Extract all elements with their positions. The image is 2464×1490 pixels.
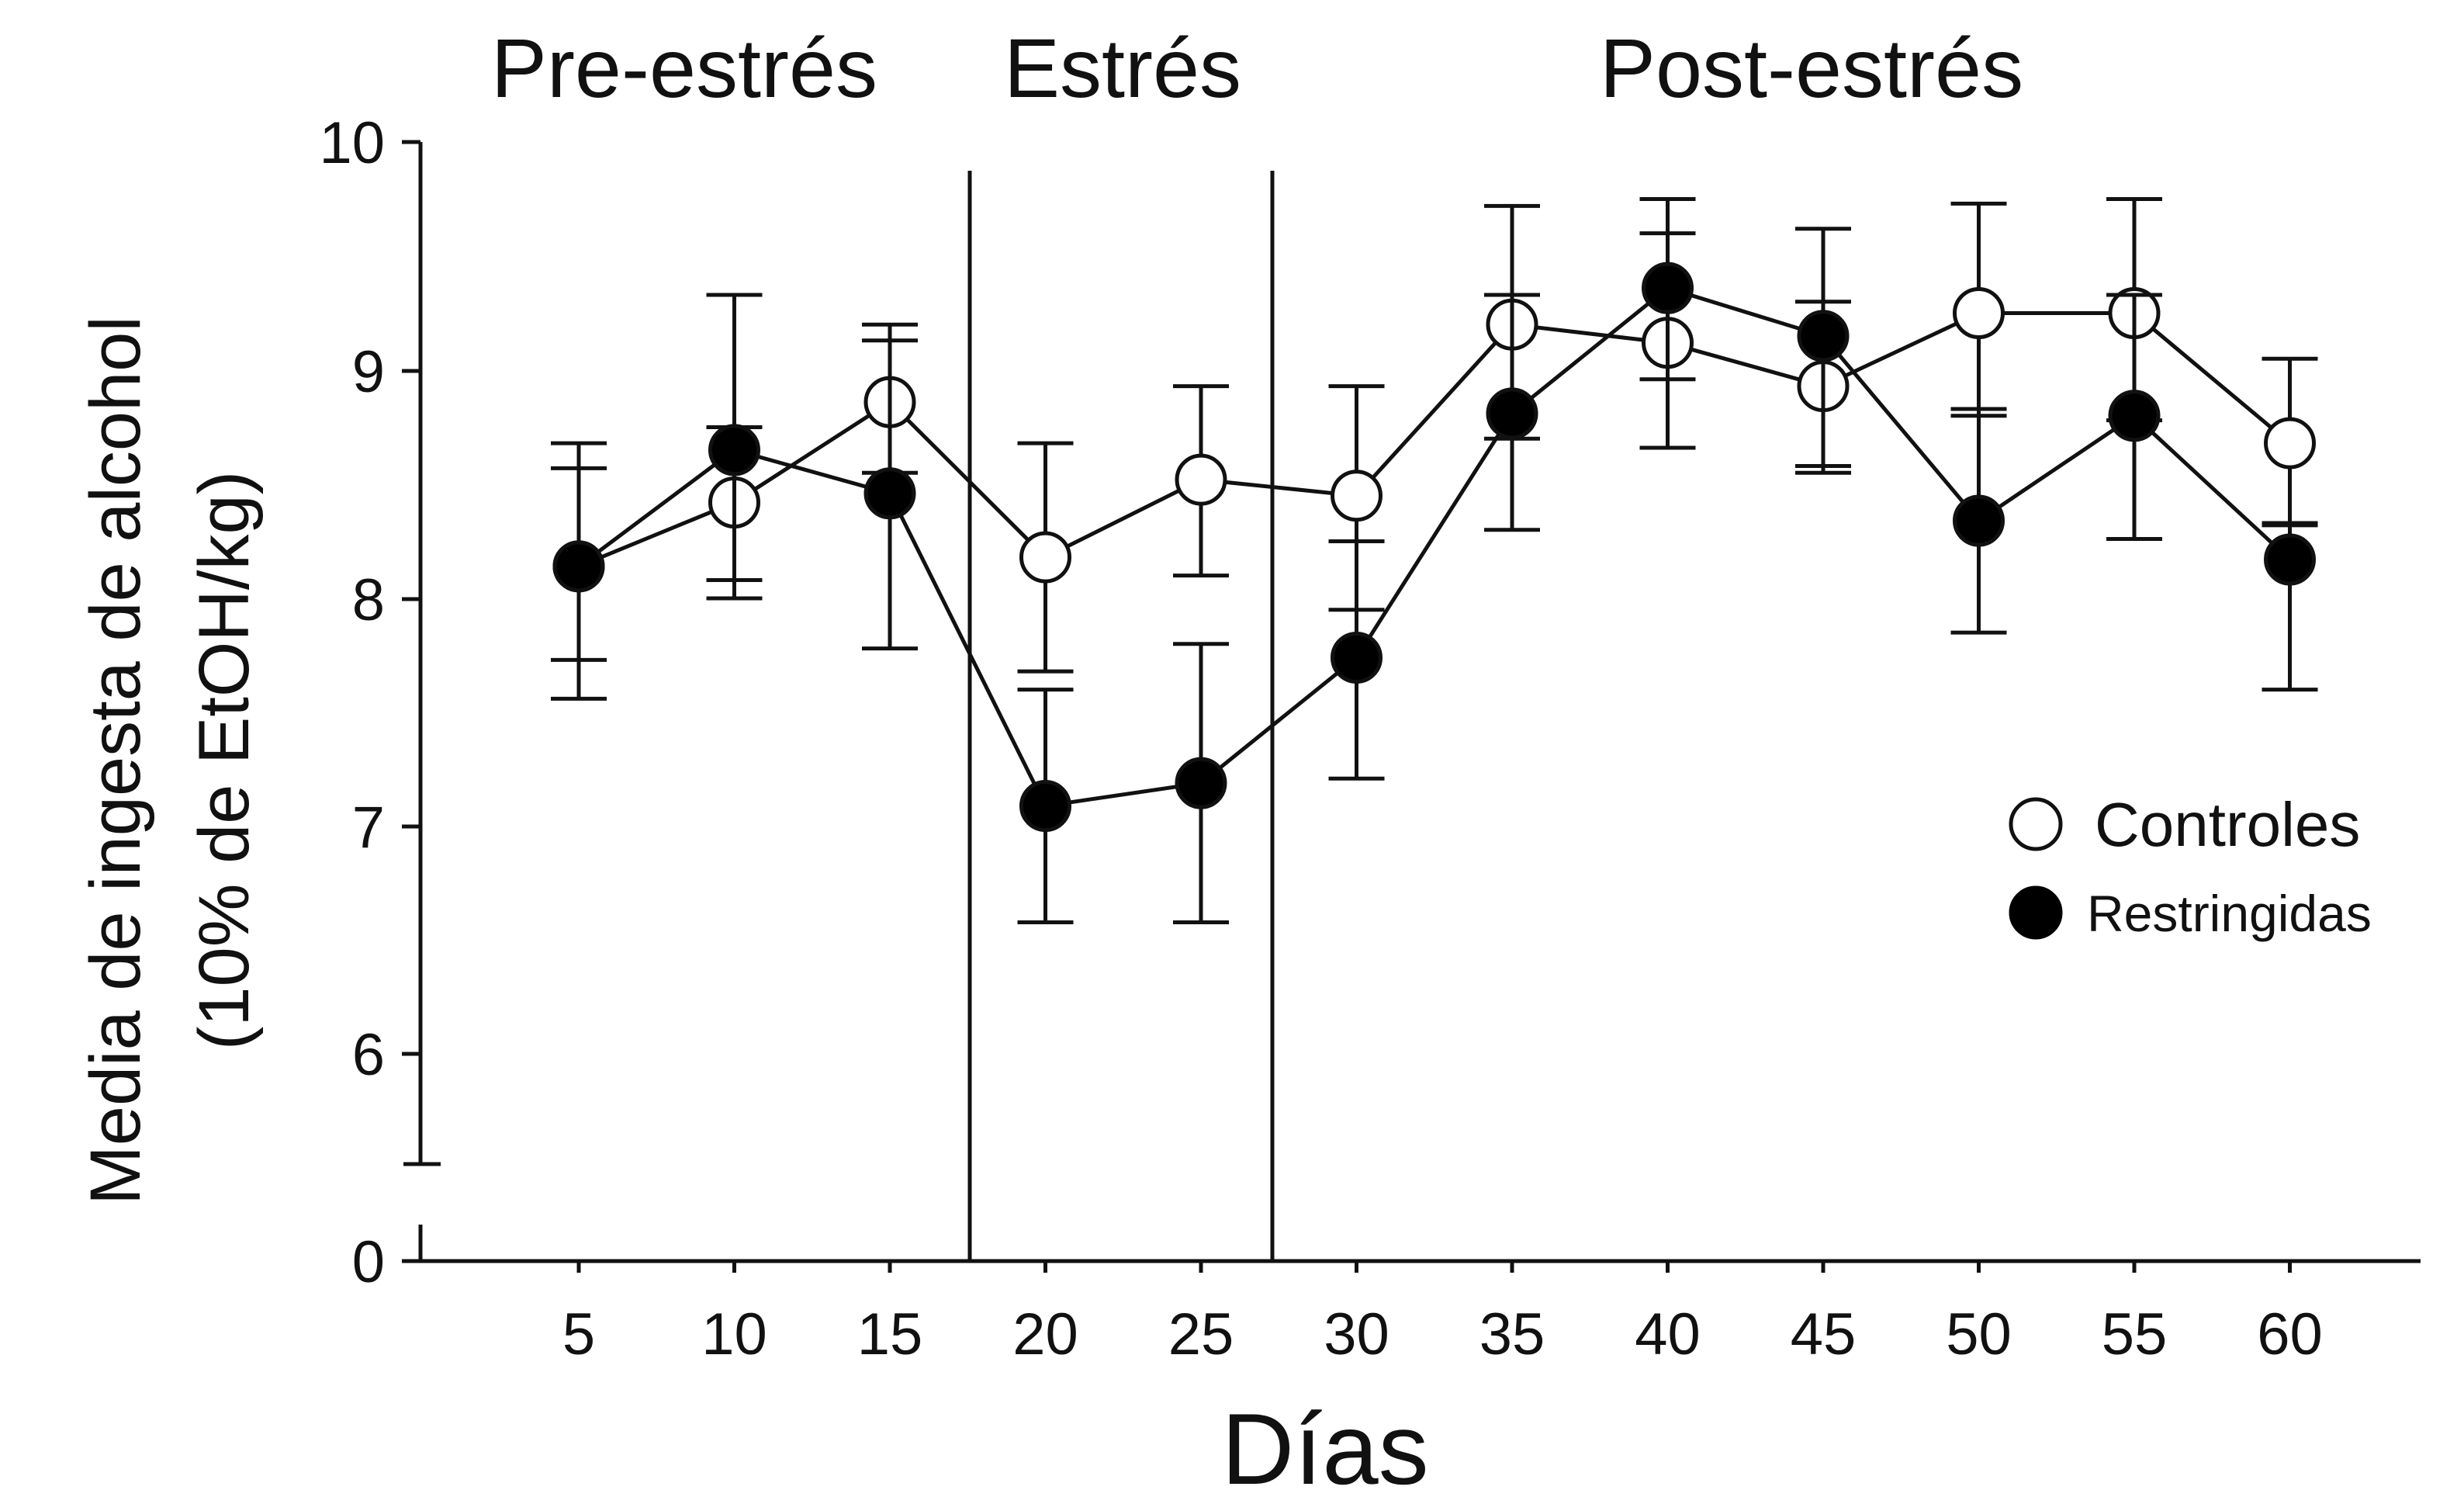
- data-point-open: [1175, 453, 1227, 506]
- data-point-open: [1953, 287, 2005, 339]
- data-point-filled: [1175, 757, 1227, 809]
- legend-label-restringidas: Restringidas: [2087, 885, 2372, 942]
- series-restringidas: [551, 197, 2318, 924]
- x-tick-label: 10: [701, 1301, 767, 1367]
- data-point-filled: [1642, 262, 1694, 314]
- x-tick-label: 5: [562, 1301, 595, 1367]
- y-tick-label-0: 0: [352, 1229, 385, 1295]
- y-axis-label-line-2: (10% de EtOH/kg): [185, 471, 264, 1051]
- x-tick-label: 60: [2257, 1301, 2323, 1367]
- series-line: [577, 286, 2292, 809]
- data-point-open: [1331, 470, 1383, 522]
- y-tick-label-8: 8: [352, 567, 385, 633]
- data-point-filled: [1797, 310, 1850, 362]
- data-point-filled: [1331, 631, 1383, 684]
- phase-label-stress: Estrés: [1004, 21, 1241, 115]
- x-tick-label: 15: [857, 1301, 923, 1367]
- legend-filled-circle-icon: [2009, 885, 2063, 940]
- x-tick-label: 30: [1324, 1301, 1389, 1367]
- series-controles: [551, 197, 2318, 674]
- x-tick-label: 40: [1635, 1301, 1701, 1367]
- x-ticks: 5 10 15 20 25 30 35 40 45 50 55 60: [562, 1261, 2323, 1367]
- x-tick-label: 35: [1479, 1301, 1545, 1367]
- series-line: [578, 311, 2292, 569]
- y-tick-labels: 0 6 7 8 9 10: [319, 110, 385, 1295]
- phase-label-pre-stress: Pre-estrés: [491, 21, 877, 115]
- data-point-filled: [1953, 494, 2005, 547]
- y-axis-label-line-1: Media de ingesta de alcohol: [76, 316, 155, 1205]
- data-point-filled: [1486, 387, 1538, 440]
- x-axis-label: Días: [1221, 1392, 1428, 1490]
- data-point-filled: [552, 540, 605, 593]
- data-point-filled: [708, 424, 760, 476]
- x-tick-label: 25: [1168, 1301, 1234, 1367]
- legend-label-controles: Controles: [2095, 790, 2360, 859]
- y-tick-label-9: 9: [352, 339, 385, 405]
- data-point-open: [2264, 417, 2316, 470]
- data-point-filled: [2264, 533, 2316, 586]
- phase-dividers: [967, 171, 1275, 1261]
- y-tick-label-6: 6: [352, 1022, 385, 1088]
- phase-label-post-stress: Post-estrés: [1600, 21, 2023, 115]
- x-tick-label: 50: [1946, 1301, 2012, 1367]
- x-tick-label: 55: [2102, 1301, 2168, 1367]
- y-tick-label-7: 7: [352, 795, 385, 861]
- x-tick-label: 45: [1791, 1301, 1857, 1367]
- y-tick-label-10: 10: [319, 110, 385, 176]
- data-point-filled: [863, 467, 916, 520]
- y-axis: [402, 140, 441, 1263]
- data-point-filled: [2108, 390, 2161, 442]
- legend: Controles Restringidas: [2009, 790, 2372, 942]
- data-point-filled: [1019, 780, 1071, 833]
- data-point-open: [1019, 531, 1071, 584]
- x-tick-label: 20: [1012, 1301, 1078, 1367]
- legend-open-circle-icon: [2009, 797, 2063, 851]
